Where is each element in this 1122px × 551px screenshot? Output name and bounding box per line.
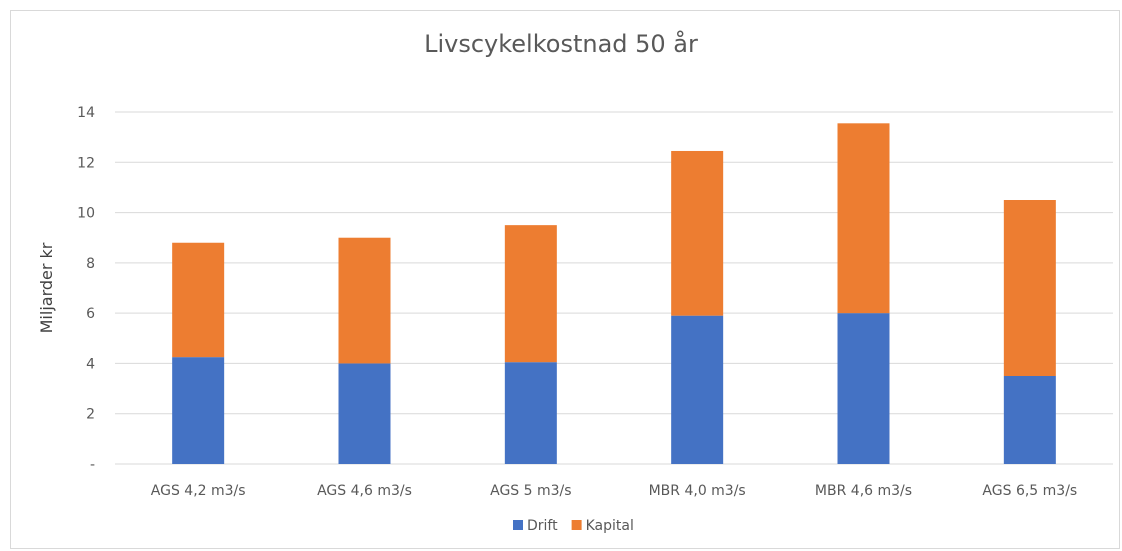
bar-kapital [837, 123, 890, 314]
legend-swatch-drift [513, 520, 523, 530]
x-tick-label: AGS 6,5 m3/s [982, 483, 1077, 499]
bar-kapital [172, 242, 225, 358]
legend-swatch-kapital [571, 520, 582, 530]
y-axis-title: Miljarder kr [37, 242, 56, 333]
y-tick-label: 14 [77, 105, 95, 121]
legend: Drift Kapital [513, 518, 634, 534]
bar-drift [671, 315, 724, 464]
x-tick-label: MBR 4,0 m3/s [649, 483, 746, 499]
bar-drift [172, 357, 225, 464]
bar-kapital [338, 237, 391, 364]
gridlines [115, 111, 1113, 465]
y-tick-label: 2 [86, 407, 95, 423]
x-tick-label: AGS 4,6 m3/s [317, 483, 412, 499]
bar-drift [1003, 376, 1056, 464]
x-tick-label: AGS 5 m3/s [490, 483, 571, 499]
y-tick-labels: - 2 4 6 8 10 12 14 [77, 105, 95, 473]
y-tick-label: 6 [86, 306, 95, 322]
y-tick-label: - [90, 457, 95, 473]
x-tick-labels: AGS 4,2 m3/s AGS 4,6 m3/s AGS 5 m3/s MBR 4,… [151, 483, 1077, 499]
bar-drift [338, 363, 391, 464]
x-tick-label: AGS 4,2 m3/s [151, 483, 246, 499]
bar-kapital [671, 150, 724, 316]
bar-drift [504, 362, 557, 464]
bar-kapital [1003, 200, 1056, 376]
y-tick-label: 12 [77, 155, 95, 171]
chart-title: Livscykelkostnad 50 år [424, 30, 698, 58]
legend-label-kapital: Kapital [586, 518, 634, 534]
y-tick-label: 4 [86, 356, 95, 372]
y-tick-label: 8 [86, 256, 95, 272]
bars [172, 123, 1056, 464]
x-tick-label: MBR 4,6 m3/s [815, 483, 912, 499]
bar-drift [837, 313, 890, 464]
y-tick-label: 10 [77, 206, 95, 222]
bar-kapital [504, 225, 557, 363]
legend-label-drift: Drift [527, 518, 558, 534]
